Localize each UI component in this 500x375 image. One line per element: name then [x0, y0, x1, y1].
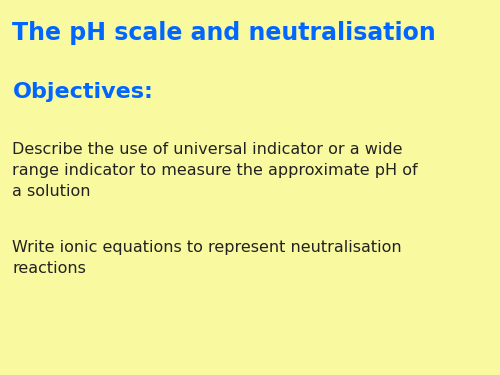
- Text: Objectives:: Objectives:: [12, 82, 154, 102]
- Text: Write ionic equations to represent neutralisation
reactions: Write ionic equations to represent neutr…: [12, 240, 402, 276]
- Text: The pH scale and neutralisation: The pH scale and neutralisation: [12, 21, 436, 45]
- Text: Describe the use of universal indicator or a wide
range indicator to measure the: Describe the use of universal indicator …: [12, 142, 418, 200]
